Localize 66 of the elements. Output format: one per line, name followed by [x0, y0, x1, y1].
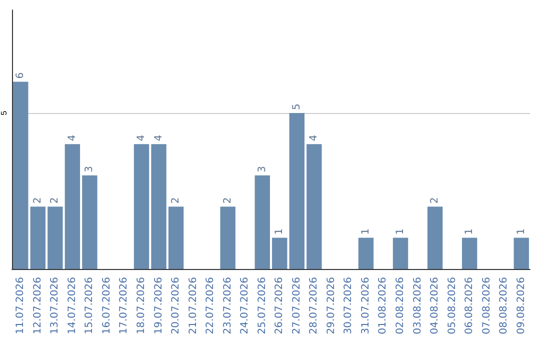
bar [427, 206, 443, 269]
x-tick-label: 23.07.2026 [222, 277, 234, 334]
x-tick-label: 14.07.2026 [66, 277, 78, 334]
bar [306, 144, 322, 269]
bar [48, 206, 63, 269]
x-tick-label: 06.08.2026 [464, 277, 476, 334]
x-tick-label: 22.07.2026 [205, 277, 216, 334]
bar [289, 112, 304, 269]
x-tick-label: 24.07.2026 [240, 277, 251, 334]
data-label: 1 [360, 228, 372, 235]
x-tick-label: 30.07.2026 [343, 277, 354, 334]
bar [220, 206, 236, 269]
bar [272, 238, 288, 269]
data-label: 4 [136, 134, 147, 142]
data-label: 2 [32, 197, 44, 204]
bar [82, 175, 98, 269]
data-label: 4 [66, 134, 78, 142]
x-tick-label: 16.07.2026 [101, 277, 112, 334]
x-tick-label: 09.08.2026 [516, 277, 527, 334]
bar [151, 144, 166, 269]
x-tick-label: 04.08.2026 [430, 277, 441, 334]
x-tick-label: 29.07.2026 [326, 277, 337, 334]
bar [64, 144, 80, 269]
x-tick-label: 11.07.2026 [15, 277, 26, 334]
x-tick-label: 03.08.2026 [412, 277, 424, 334]
data-label: 3 [256, 166, 268, 172]
x-tick-label: 28.07.2026 [308, 277, 320, 334]
data-label: 4 [308, 134, 320, 142]
bar [358, 238, 374, 269]
x-tick-label: 21.07.2026 [188, 277, 199, 334]
data-label: 2 [170, 197, 182, 204]
data-label: 5 [291, 104, 302, 110]
x-tick-label: 18.07.2026 [136, 277, 147, 334]
x-tick-label: 13.07.2026 [50, 277, 61, 334]
x-tick-label: 17.07.2026 [118, 277, 130, 334]
x-tick-label: 26.07.2026 [274, 277, 286, 334]
x-tick-label: 08.08.2026 [498, 277, 510, 334]
data-label: 2 [430, 197, 441, 204]
x-tick-label: 02.08.2026 [395, 277, 406, 334]
x-tick-label: 27.07.2026 [291, 277, 302, 334]
data-label: 1 [395, 228, 406, 235]
data-label: 3 [84, 166, 96, 172]
bar [168, 206, 184, 269]
x-tick-label: 25.07.2026 [256, 277, 268, 334]
data-label: 4 [153, 134, 164, 142]
x-tick-label: 07.08.2026 [481, 277, 492, 334]
bar [392, 238, 408, 269]
bar [514, 238, 529, 269]
x-tick-label: 19.07.2026 [153, 277, 164, 334]
bar [462, 238, 478, 269]
x-tick-label: 05.08.2026 [446, 277, 458, 334]
x-tick-label: 01.08.2026 [378, 277, 389, 334]
x-tick-label: 20.07.2026 [170, 277, 182, 334]
data-label: 2 [222, 197, 234, 204]
x-tick-label: 12.07.2026 [32, 277, 44, 334]
bar [134, 144, 150, 269]
data-label: 2 [50, 197, 61, 204]
bar [13, 82, 28, 269]
data-label: 1 [516, 228, 527, 235]
data-label: 1 [464, 228, 476, 235]
data-label: 6 [15, 72, 26, 79]
data-label: 1 [274, 228, 286, 235]
bar [30, 206, 46, 269]
x-tick-label: 15.07.2026 [84, 277, 96, 334]
x-tick-label: 31.07.2026 [360, 277, 372, 334]
bar [254, 175, 270, 269]
